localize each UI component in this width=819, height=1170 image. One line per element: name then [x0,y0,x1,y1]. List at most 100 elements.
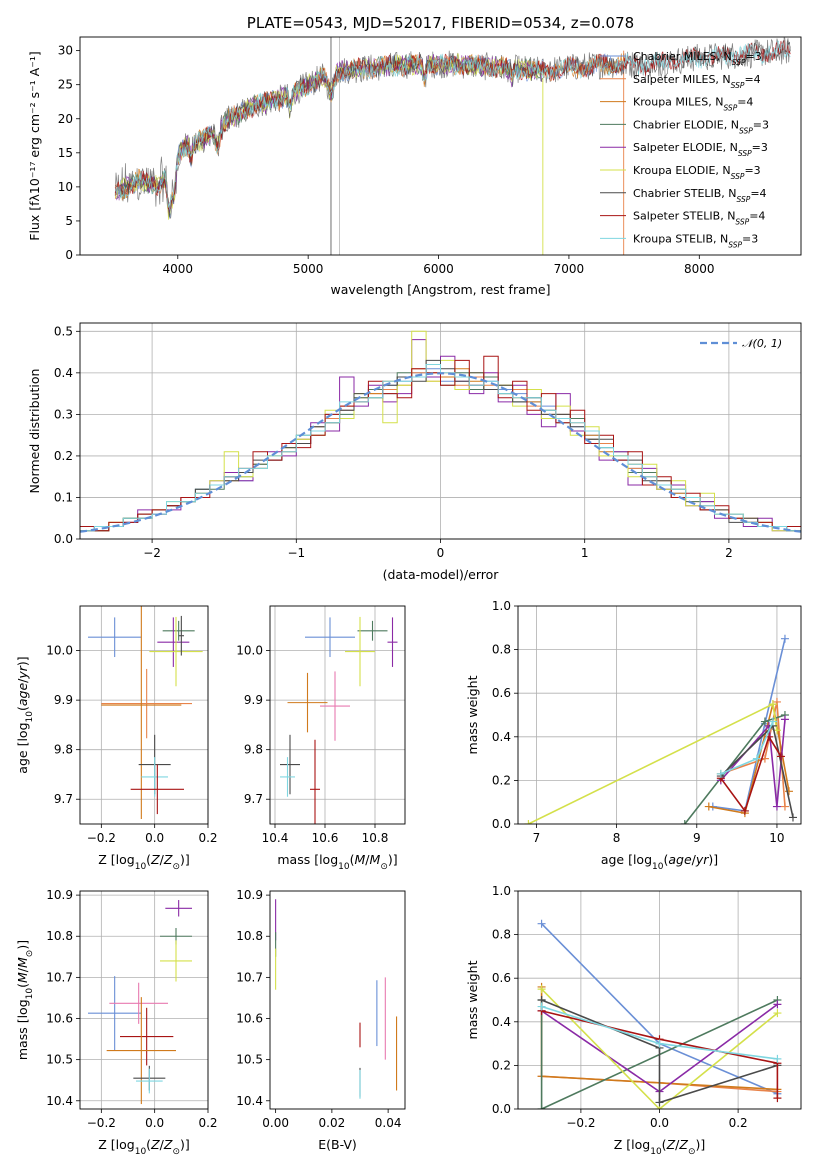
y-axis-label: age [log10(age/yr)] [15,656,35,773]
y-tick-label: 25 [58,78,73,92]
plus-marker [768,700,777,709]
y-tick-label: 0.2 [492,1058,511,1072]
y-tick-label: 10 [58,180,73,194]
y-tick-label: 10.5 [236,1053,263,1067]
label-part: M [15,957,30,968]
y-tick-label: 0 [65,248,73,262]
legend-subscript: SSP [723,103,737,112]
legend-entry: Kroupa MILES, NSSP=4 [633,96,753,113]
y-tick-label: 9.8 [54,743,73,757]
y-tick-label: 10.0 [236,644,263,658]
y-tick-label: 0.2 [54,449,73,463]
x-tick-label: 0.2 [729,1116,748,1130]
legend-text: Kroupa MILES, N [633,96,723,109]
plus-marker [760,717,769,726]
label-part: Z [log [98,852,134,867]
legend-entry: Chabrier ELODIE, NSSP=3 [633,118,769,135]
plus-marker [716,769,725,778]
axes-frame [517,605,802,825]
x-tick-label: 10.6 [312,831,339,845]
x-tick-label: 0.0 [145,1116,164,1130]
x-tick-label: 1 [581,546,589,560]
label-part: age [15,683,30,707]
label-part: ⊙ [172,862,180,872]
histogram-8 [80,364,801,532]
panel-age-vs-Z: −0.2 0.0 0.29.79.89.910.0Z [log10(Z/Z⊙)]ag… [15,605,218,872]
y-tick-label: 0.4 [492,1015,511,1029]
y-tick-label: 0.6 [492,686,511,700]
label-part: / [365,852,370,867]
x-tick-label: 9 [693,831,701,845]
y-tick-label: 0.2 [492,773,511,787]
y-tick-label: 20 [58,112,73,126]
plot-area [275,899,398,1099]
label-part: Z [150,852,160,867]
y-tick-label: 10.7 [46,970,73,984]
plus-marker [537,919,546,928]
x-tick-label: 6000 [423,262,454,276]
axes-frame [517,890,802,1110]
y-tick-label: 9.9 [244,693,263,707]
legend-tail: =3 [753,118,769,131]
y-tick-label: 0.8 [492,928,511,942]
y-axis-label: Normed distribution [27,369,42,494]
axes-frame [269,890,406,1110]
label-part: / [160,852,165,867]
label-part: Z [678,1137,688,1152]
y-tick-label: 10.0 [46,644,73,658]
plus-marker [772,802,781,811]
label-part: ⊙ [380,862,388,872]
x-tick-label: 2 [725,546,733,560]
label-part: ⊙ [25,950,35,958]
y-tick-label: 10.4 [46,1094,73,1108]
x-tick-label: 7000 [554,262,585,276]
y-tick-label: 0.1 [54,490,73,504]
weight-line-0 [712,638,786,812]
plus-marker [768,717,777,726]
plus-marker [655,1098,664,1107]
x-tick-label: 0.00 [262,1116,289,1130]
label-part: / [15,967,30,972]
plus-marker [537,1002,546,1011]
axes-frame [79,890,209,1110]
legend-entry: Salpeter STELIB, NSSP=4 [633,210,765,227]
label-part: ( [662,1137,667,1152]
y-tick-label: 0.6 [492,971,511,985]
plus-marker [780,634,789,643]
label-part: 10 [135,1147,147,1157]
x-tick-label: 0.02 [319,1116,346,1130]
label-part: )] [695,1137,705,1152]
label-part: Z [log [98,1137,134,1152]
legend-tail: =3 [746,50,762,63]
x-tick-label: 10 [769,831,784,845]
label-part: mass [log [15,999,30,1060]
label-part: ⊙ [688,1147,696,1157]
label-part: M [370,852,381,867]
legend-text: Chabrier MILES, N [633,50,732,63]
x-axis-label: wavelength [Angstrom, rest frame] [330,282,550,297]
y-tick-label: 30 [58,44,73,58]
y-axis-label: Flux [fλ10⁻¹⁷ erg cm⁻² s⁻¹ A⁻¹] [27,51,42,240]
y-tick-label: 9.7 [244,792,263,806]
x-tick-label: −2 [143,546,161,560]
y-tick-label: 10.4 [236,1094,263,1108]
y-tick-label: 0.5 [54,324,73,338]
y-tick-label: 0.0 [492,1102,511,1116]
label-part: ( [15,983,30,988]
plot-area [88,900,192,1105]
plus-marker [773,1000,782,1009]
y-tick-label: 9.9 [54,693,73,707]
y-tick-label: 10.8 [46,929,73,943]
label-part: / [675,1137,680,1152]
y-tick-label: 0.8 [492,643,511,657]
panel-mass-vs-Z: −0.2 0.0 0.2 10.4 10.5 10.6 10.7 10.8 10.9 Z [log… [15,888,218,1157]
y-tick-label: 9.7 [54,792,73,806]
label-part: Z [163,1137,173,1152]
plus-marker [784,787,793,796]
label-part: age [log [15,722,30,773]
plot-area [80,330,801,533]
plus-marker [780,715,789,724]
y-axis-label: mass weight [465,675,480,754]
